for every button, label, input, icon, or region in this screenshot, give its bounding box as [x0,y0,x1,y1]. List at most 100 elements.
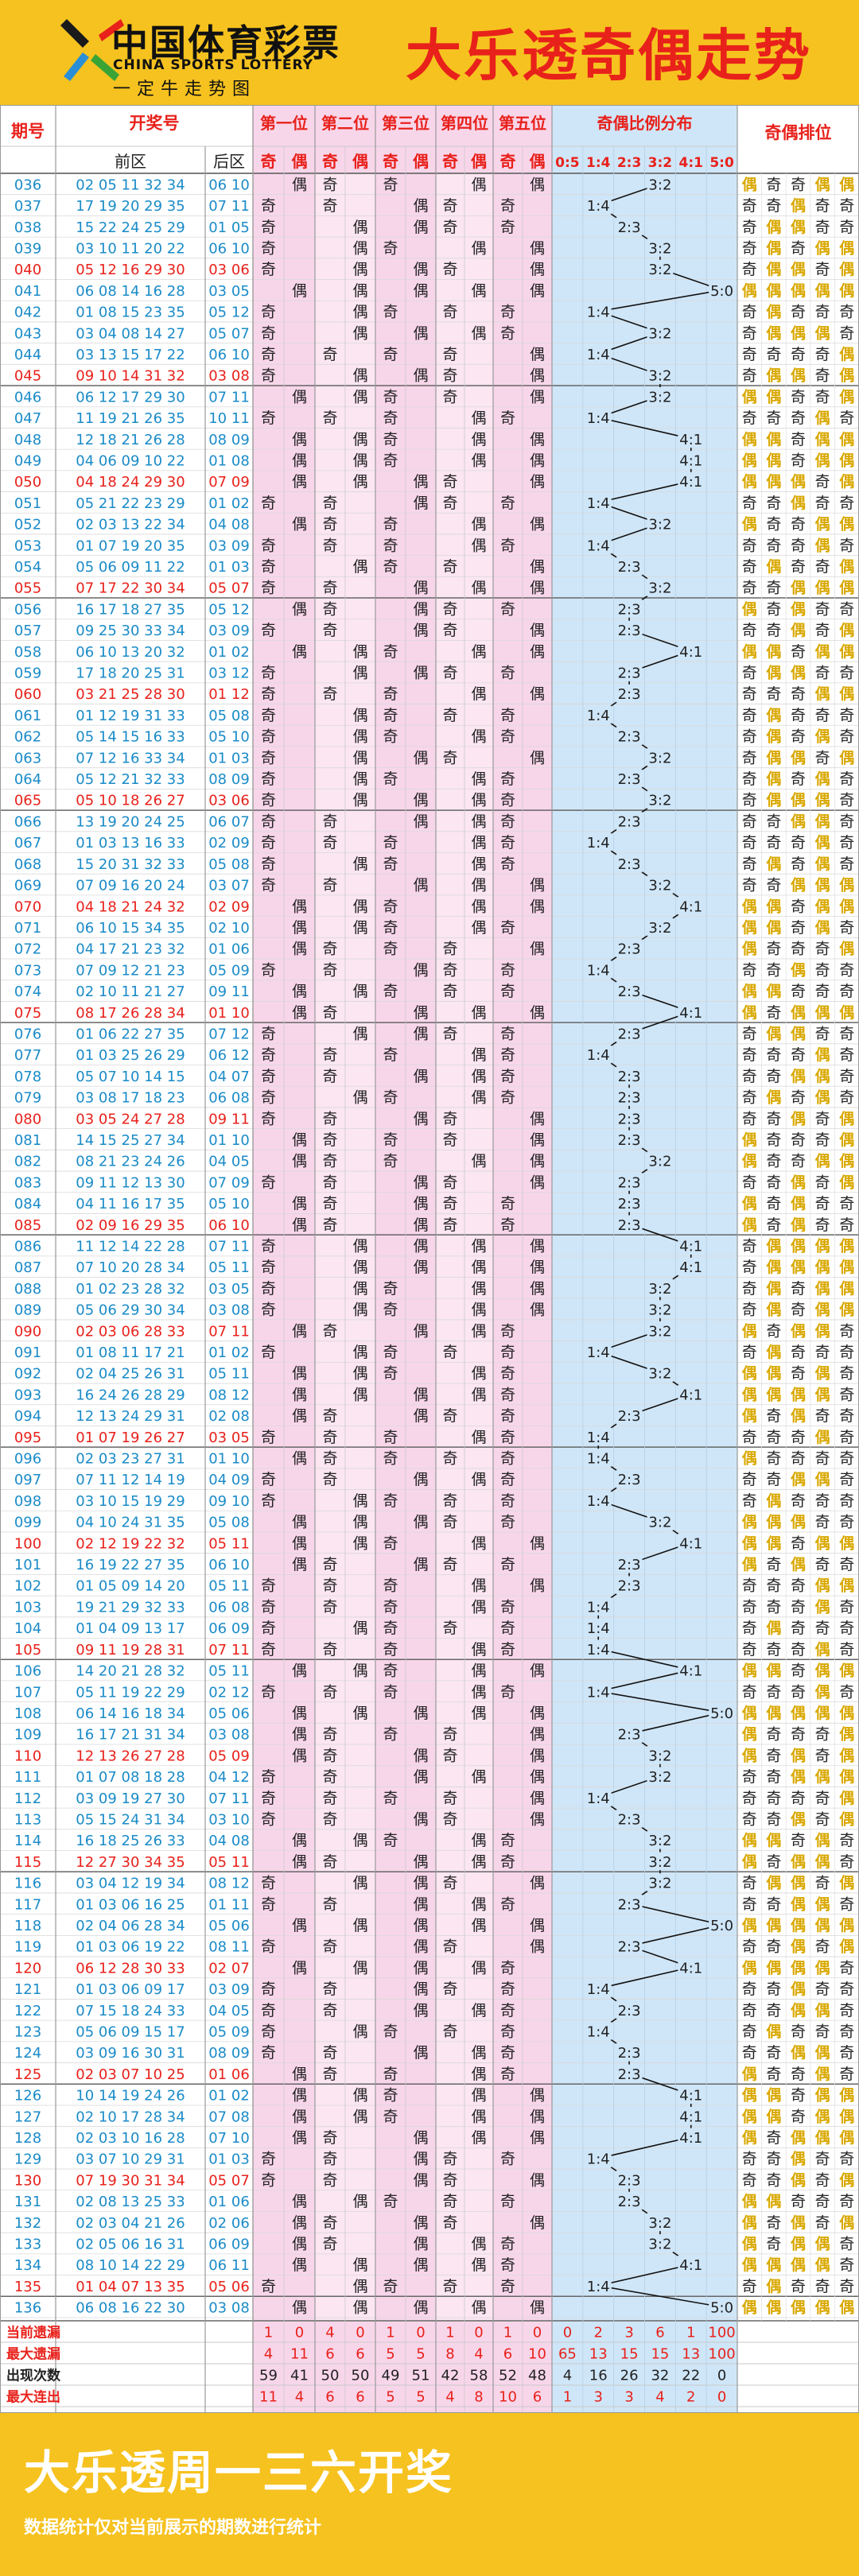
position-parity-mark: 奇 [322,1577,337,1595]
pattern-mark: 偶 [839,1577,854,1595]
position-parity-mark: 奇 [442,219,457,236]
pattern-mark: 偶 [791,1895,806,1913]
stat-value: 4 [655,2389,664,2406]
front-zone-numbers: 08 21 23 24 26 [76,1154,185,1170]
back-zone-numbers: 01 10 [208,1132,250,1149]
position-parity-mark: 偶 [471,898,486,915]
back-zone-numbers: 07 09 [208,1174,250,1191]
issue-number: 066 [14,813,41,830]
front-zone-numbers: 03 04 08 14 27 [76,325,185,342]
pattern-mark: 奇 [839,2023,854,2041]
position-odd-header: 奇 [383,152,398,171]
pattern-mark: 奇 [766,1577,781,1595]
back-zone-numbers: 08 11 [208,1939,250,1956]
pattern-mark: 奇 [839,1556,854,1573]
pattern-mark: 奇 [839,2256,854,2274]
pattern-mark: 偶 [791,1810,806,1828]
position-parity-mark: 奇 [442,1110,457,1127]
back-zone-numbers: 06 10 [208,240,250,257]
front-zone-numbers: 07 19 30 31 34 [76,2172,185,2189]
position-parity-mark: 偶 [471,1832,486,1849]
pattern-mark: 偶 [815,239,830,257]
ratio-mark: 3:2 [648,325,671,342]
issue-number: 127 [14,2109,41,2125]
position-parity-mark: 偶 [292,1917,307,1934]
pattern-mark: 偶 [815,685,830,703]
stat-label: 出现次数 [6,2368,61,2384]
position-parity-mark: 偶 [471,239,486,257]
front-zone-numbers: 12 18 21 26 28 [76,432,185,448]
pattern-mark: 偶 [839,1938,854,1956]
pattern-mark: 偶 [839,515,854,533]
position-parity-mark: 奇 [261,1577,276,1595]
front-zone-numbers: 05 06 09 11 22 [76,559,185,576]
position-parity-mark: 奇 [383,898,398,915]
ratio-cell-bg [616,1215,643,1234]
position-parity-mark: 奇 [383,1450,398,1468]
ratio-cell-bg [585,302,612,320]
position-parity-mark: 奇 [383,1726,398,1744]
brand-name: 中国体育彩票 [111,21,340,64]
position-parity-mark: 偶 [292,1832,307,1849]
position-parity-mark: 奇 [442,1450,457,1468]
stat-value: 65 [558,2346,577,2363]
pattern-mark: 奇 [839,495,854,512]
ratio-cell-bg [647,747,674,766]
back-zone-numbers: 05 11 [208,1854,250,1871]
pattern-mark: 奇 [839,1386,854,1403]
ratio-mark: 2:3 [618,2045,641,2062]
issue-number: 081 [14,1132,41,1149]
ratio-cell-bg [585,1618,612,1637]
pattern-mark: 奇 [742,1238,757,1255]
position-parity-mark: 偶 [471,1068,486,1085]
position-parity-mark: 奇 [442,473,457,491]
back-zone-numbers: 06 09 [208,2237,250,2253]
issue-number: 102 [14,1578,41,1595]
front-zone-numbers: 01 03 06 19 22 [76,1939,185,1956]
ratio-cell-bg [616,1173,643,1191]
front-zone-numbers: 13 19 20 24 25 [76,813,185,830]
back-zone-numbers: 05 11 [208,1535,250,1552]
position-parity-mark: 奇 [500,1195,515,1212]
pattern-mark: 奇 [766,685,781,703]
pattern-mark: 偶 [791,2171,806,2189]
position-parity-mark: 偶 [413,1705,428,1722]
pattern-mark: 奇 [766,1046,781,1064]
pattern-mark: 偶 [839,430,854,448]
issue-number: 087 [14,1259,41,1276]
back-zone-numbers: 04 08 [208,1833,250,1849]
ratio-mark: 2:3 [618,729,641,746]
stat-value: 49 [382,2368,400,2384]
issue-number: 062 [14,729,41,746]
position-parity-mark: 偶 [352,2278,367,2295]
ratio-cell-bg [616,1024,643,1042]
back-zone-numbers: 06 12 [208,1047,250,1064]
pattern-mark: 偶 [791,1513,806,1531]
pattern-mark: 奇 [791,2087,806,2105]
position-parity-mark: 偶 [352,1705,367,1722]
ratio-mark: 2:3 [618,2194,641,2210]
issue-number: 133 [14,2237,41,2253]
ratio-cell-bg [616,1810,643,1828]
front-zone-numbers: 05 07 10 14 15 [76,1069,185,1085]
back-zone-numbers: 04 08 [208,517,250,533]
ratio-mark: 4:1 [679,898,702,915]
stat-value: 51 [412,2368,430,2384]
issue-number: 095 [14,1430,41,1446]
pattern-mark: 奇 [766,877,781,894]
position-parity-mark: 偶 [292,2087,307,2105]
stat-value: 3 [624,2325,633,2341]
position-parity-mark: 奇 [322,1810,337,1828]
issue-number: 099 [14,1515,41,1531]
position-parity-mark: 奇 [383,2193,398,2210]
ratio-mark: 1:4 [587,962,610,979]
position-parity-mark: 奇 [442,600,457,618]
position-parity-mark: 奇 [322,1429,337,1446]
position-parity-mark: 奇 [261,1790,276,1807]
ratio-mark: 2:3 [618,983,641,1000]
pattern-mark: 奇 [742,1598,757,1616]
position-parity-mark: 偶 [292,898,307,915]
position-parity-mark: 奇 [322,1153,337,1170]
ratio-mark: 2:3 [618,813,641,830]
pattern-mark: 偶 [766,727,781,746]
